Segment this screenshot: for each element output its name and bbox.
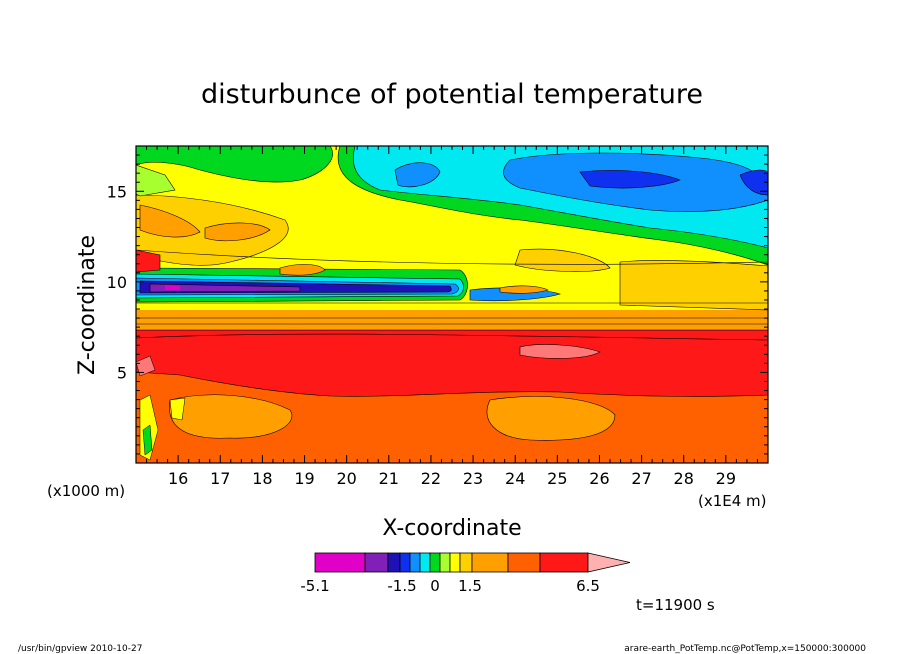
colorbar-swatch [507,552,541,573]
colorbar-swatch [399,552,411,573]
y-tick-label: 5 [117,363,127,382]
x-tick-label: 17 [210,469,230,488]
colorbar-swatch [539,552,589,573]
colorbar-swatch [364,552,389,573]
x-tick-label: 26 [589,469,609,488]
x-tick-label: 25 [547,469,567,488]
x-tick-label: 18 [252,469,272,488]
colorbar [314,552,631,573]
chart-title: disturbunce of potential temperature [201,79,703,110]
colorbar-swatch [387,552,401,573]
x-units-label: (x1000 m) [47,482,125,500]
x-tick-label: 16 [168,469,188,488]
x-tick-label: 22 [421,469,441,488]
x-tick-label: 21 [379,469,399,488]
colorbar-tick-label: 1.5 [458,577,482,595]
x-tick-label: 27 [631,469,651,488]
colorbar-swatch [449,552,461,573]
x-scale-note: (x1E4 m) [698,492,767,510]
x-tick-label: 23 [463,469,483,488]
colorbar-tick-label: 0 [430,577,440,595]
x-tick-label: 28 [674,469,694,488]
y-tick-label: 10 [107,273,127,292]
plot-area [135,145,769,464]
y-axis: 5 10 15 [107,145,768,464]
colorbar-swatch [314,552,366,573]
time-label: t=11900 s [636,596,715,614]
colorbar-swatch [429,552,441,573]
colorbar-tick-label: -1.5 [387,577,416,595]
colorbar-swatch [409,552,421,573]
colorbar-swatch [439,552,451,573]
y-axis-label: Z-coordinate [75,235,100,375]
x-tick-label: 24 [505,469,525,488]
x-tick-label: 29 [716,469,736,488]
x-tick-label: 19 [294,469,314,488]
x-tick-label: 20 [336,469,356,488]
x-axis: 16 17 18 19 20 21 22 23 24 25 26 27 28 29 [135,146,769,488]
colorbar-tick-label: -5.1 [300,577,329,595]
colorbar-extension-arrow [587,552,631,573]
colorbar-swatch [419,552,431,573]
colorbar-tick-label: 6.5 [576,577,600,595]
colorbar-swatch [471,552,509,573]
footer-left: /usr/bin/gpview 2010-10-27 [18,644,142,654]
contour-fill [136,146,768,463]
footer-right: arare-earth_PotTemp.nc@PotTemp,x=150000:… [624,644,866,654]
x-axis-label: X-coordinate [382,516,521,541]
y-tick-label: 15 [107,182,127,201]
colorbar-labels: -5.1 -1.5 0 1.5 6.5 [300,577,600,595]
colorbar-swatch [459,552,473,573]
